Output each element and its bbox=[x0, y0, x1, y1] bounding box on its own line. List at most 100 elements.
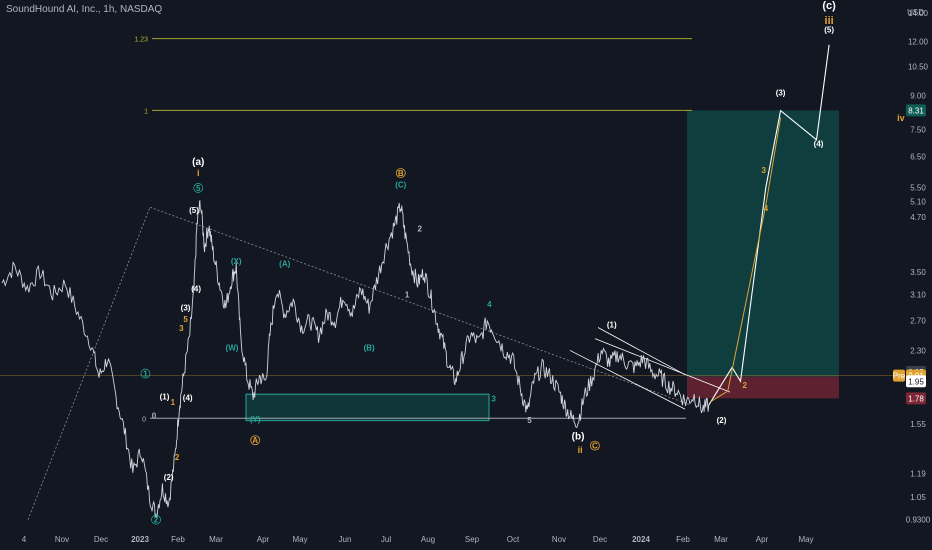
y-tick-label: 6.50 bbox=[910, 152, 926, 161]
wave-label: (1) bbox=[160, 392, 170, 401]
x-tick-label: Feb bbox=[171, 535, 185, 544]
wave-label: (2) bbox=[717, 416, 727, 425]
y-tick-label: 1.19 bbox=[910, 470, 926, 479]
y-tick-label: 2.30 bbox=[910, 346, 926, 355]
stop-zone bbox=[687, 376, 839, 399]
x-tick-label: 4 bbox=[22, 535, 27, 544]
fib-levels-layer: 1.23 1 0 bbox=[0, 37, 902, 423]
x-tick-label: May bbox=[292, 535, 307, 544]
x-tick-label: 2023 bbox=[131, 535, 149, 544]
x-tick-label: Sep bbox=[465, 535, 480, 544]
target-zone bbox=[687, 110, 839, 377]
wave-label: i bbox=[197, 168, 200, 178]
wave-label: 0 bbox=[152, 411, 157, 420]
x-tick-label: Apr bbox=[257, 535, 270, 544]
y-tick-label: 12.00 bbox=[908, 38, 929, 47]
y-tick-label: 4.70 bbox=[910, 213, 926, 222]
x-tick-label: 2024 bbox=[632, 535, 650, 544]
channel-upper bbox=[597, 327, 686, 376]
x-tick-label: Dec bbox=[593, 535, 607, 544]
x-tick-label: Dec bbox=[94, 535, 108, 544]
wave-label: 3 bbox=[761, 166, 766, 175]
price-tag bbox=[906, 392, 926, 405]
y-tick-label: 0.9300 bbox=[906, 516, 931, 525]
support-zone bbox=[245, 393, 490, 422]
price-tag-label: 8.31 bbox=[908, 106, 924, 115]
zones-layer bbox=[245, 110, 839, 422]
wave-label: (Y) bbox=[250, 415, 261, 424]
time-axis: 4 Nov Dec 2023 Feb Mar Apr May Jun Jul Aug Sep Oct No… bbox=[22, 535, 814, 544]
wave-label-circle bbox=[590, 440, 600, 451]
wave-label: (W) bbox=[226, 343, 239, 352]
wave-label: 4 bbox=[764, 204, 769, 213]
x-tick-label: Nov bbox=[55, 535, 69, 544]
x-tick-label: Nov bbox=[552, 535, 566, 544]
trendline-resistance bbox=[149, 206, 691, 406]
wave-label: 2 bbox=[154, 516, 159, 525]
y-tick-label: 1.55 bbox=[910, 420, 926, 429]
projection-primary bbox=[708, 44, 830, 406]
price-axis: 14.00 12.00 10.50 9.00 7.50 6.50 5.50 5.10 4.70 3… bbox=[893, 9, 931, 525]
fib-level-label: 0 bbox=[142, 416, 146, 423]
wave-label: (5) bbox=[824, 26, 834, 35]
wave-label: 5 bbox=[196, 184, 201, 193]
x-tick-label: Oct bbox=[507, 535, 520, 544]
y-tick-label: 7.50 bbox=[910, 126, 926, 135]
price-tag-label: 1.95 bbox=[908, 377, 924, 386]
x-tick-label: Jul bbox=[381, 535, 391, 544]
price-tag bbox=[906, 375, 926, 388]
fib-level-label: 1.23 bbox=[134, 37, 148, 44]
x-tick-label: Apr bbox=[756, 535, 769, 544]
x-tick-label: Aug bbox=[421, 535, 435, 544]
wave-label-circle bbox=[193, 183, 204, 193]
wave-label: 4 bbox=[487, 300, 492, 309]
wave-label: (4) bbox=[191, 285, 201, 294]
wave-label: 5 bbox=[183, 315, 188, 324]
wave-label: 5 bbox=[527, 416, 532, 425]
channel-lower bbox=[594, 338, 731, 393]
wave-label: iv bbox=[897, 113, 905, 123]
y-tick-label: 3.50 bbox=[910, 268, 926, 277]
wave-label-circle bbox=[151, 514, 161, 525]
chart-title: SoundHound AI, Inc., 1h, NASDAQ bbox=[6, 4, 163, 15]
wave-label: A bbox=[252, 436, 258, 445]
y-tick-label: 9.00 bbox=[910, 91, 926, 100]
wave-labels-layer: (c)iii(5)(3)(4)iv(a)i5(5)B(C)(X) (A)21(4)… bbox=[140, 0, 905, 525]
wave-label: (1) bbox=[607, 321, 617, 330]
trendlines-layer bbox=[27, 206, 731, 520]
wave-label: (3) bbox=[181, 303, 191, 312]
wave-label: 1 bbox=[143, 370, 148, 379]
wave-label: (C) bbox=[395, 181, 406, 190]
wave-label-circle bbox=[395, 168, 406, 178]
x-tick-label: Jun bbox=[339, 535, 352, 544]
wave-label: (B) bbox=[364, 343, 375, 352]
projection-alternate bbox=[710, 117, 782, 402]
wave-label: (4) bbox=[814, 139, 824, 148]
price-line bbox=[1, 200, 710, 519]
y-tick-label: 14.00 bbox=[908, 9, 929, 18]
wave-label: 3 bbox=[491, 395, 496, 404]
pre-badge-label: Pre bbox=[893, 372, 906, 381]
y-tick-label: 5.10 bbox=[910, 198, 926, 207]
x-tick-label: Mar bbox=[209, 535, 223, 544]
currency-label: USD bbox=[907, 8, 924, 17]
price-layer bbox=[1, 200, 710, 519]
projection-layer bbox=[708, 44, 830, 406]
wave-label: (3) bbox=[776, 88, 786, 97]
channel-inner bbox=[569, 350, 686, 410]
wave-label-circle bbox=[140, 368, 151, 379]
x-tick-label: Mar bbox=[714, 535, 728, 544]
wave-label: 2 bbox=[175, 453, 180, 462]
wave-label: C bbox=[592, 442, 598, 451]
wave-label-circle bbox=[250, 435, 261, 446]
y-tick-label: 1.05 bbox=[910, 493, 926, 502]
wave-label: 3 bbox=[179, 324, 184, 333]
price-tag-label: 1.78 bbox=[908, 394, 924, 403]
pre-badge bbox=[893, 369, 905, 382]
wave-label: (A) bbox=[279, 260, 290, 269]
wave-label: (X) bbox=[231, 257, 242, 266]
wave-label: 1 bbox=[171, 398, 176, 407]
wave-label: B bbox=[398, 169, 404, 178]
x-tick-label: Feb bbox=[676, 535, 690, 544]
